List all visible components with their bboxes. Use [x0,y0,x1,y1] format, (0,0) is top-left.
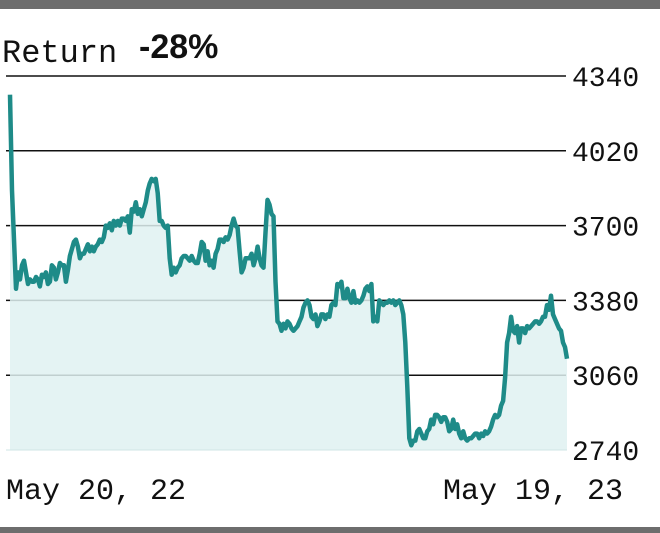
series-line [7,94,570,448]
x-start-label: May 20, 22 [6,475,186,509]
y-tick-label: 3700 [572,214,639,245]
y-axis-ticks: 4340 4020 3700 3380 3060 2740 [572,64,639,469]
top-border [0,0,660,9]
plot-area [6,94,570,451]
return-value: -28% [139,28,218,66]
y-tick-label: 2740 [572,438,639,469]
bottom-border [0,527,660,533]
area-fill [10,94,567,450]
x-end-label: May 19, 23 [443,475,623,509]
y-tick-label: 3380 [572,288,639,319]
return-label: Return [2,35,117,72]
y-tick-label: 4340 [572,64,639,95]
y-tick-label: 3060 [572,363,639,394]
y-tick-label: 4020 [572,139,639,170]
